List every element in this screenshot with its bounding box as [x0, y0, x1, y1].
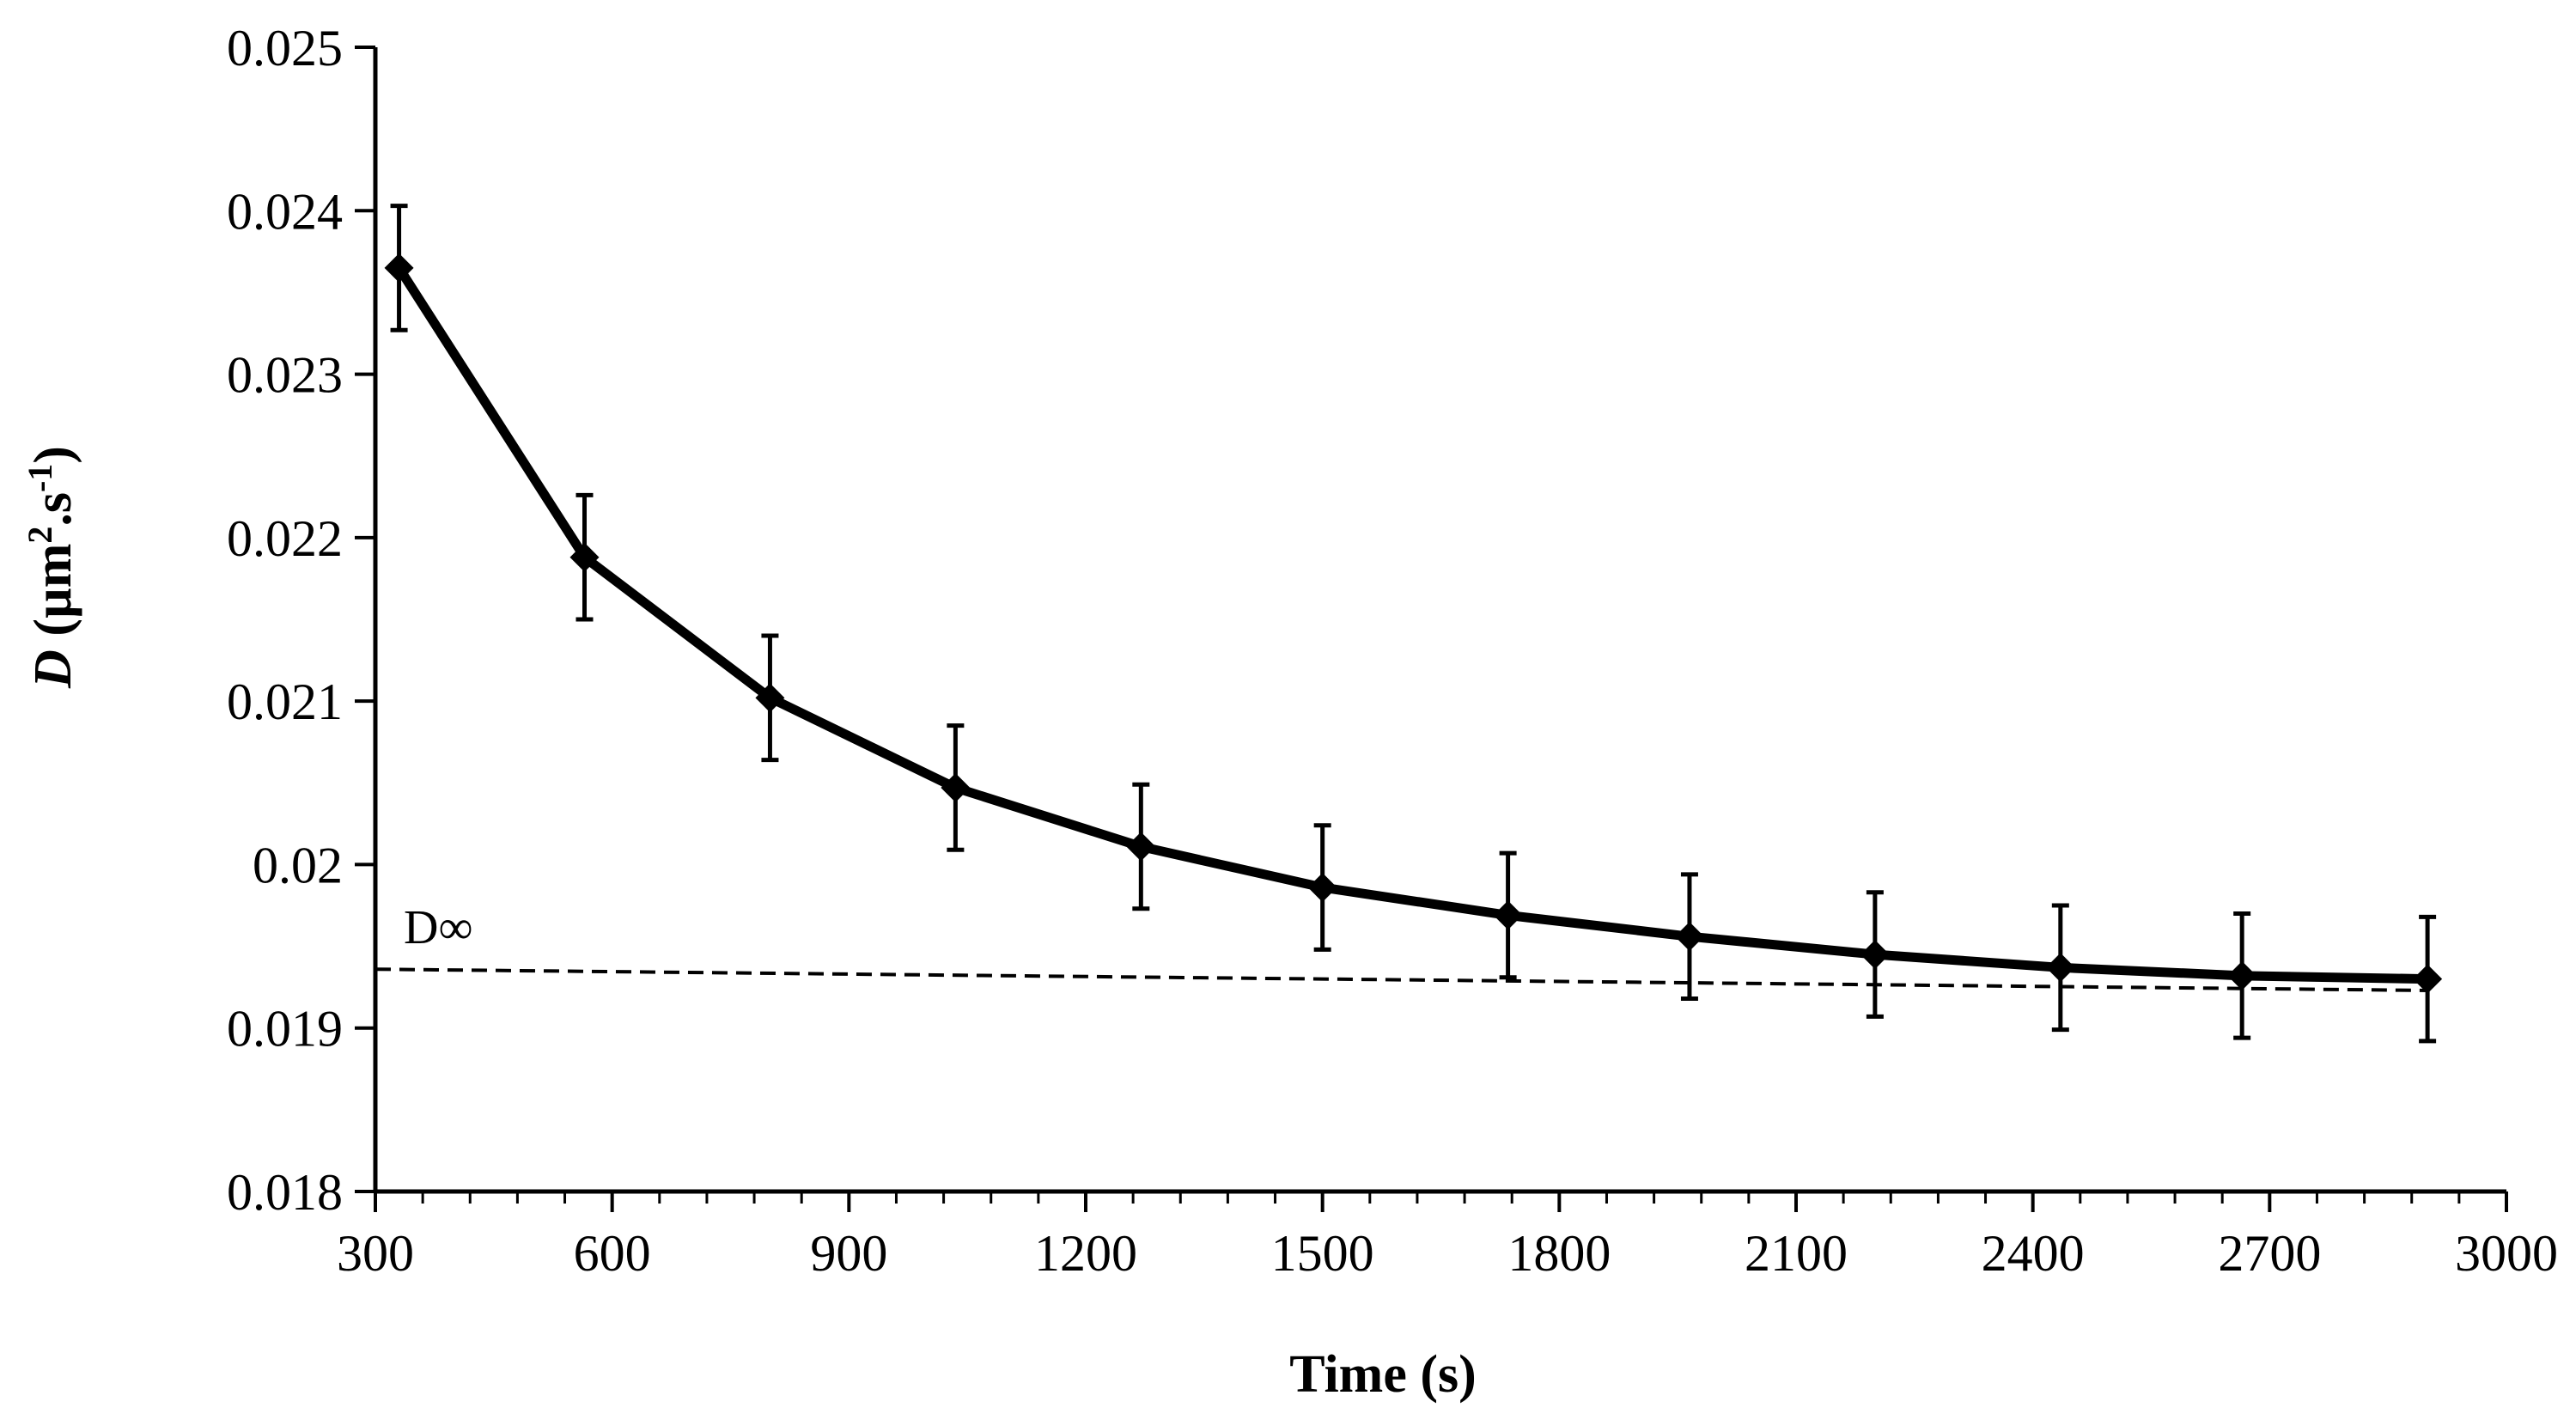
series-group: [384, 204, 2443, 1044]
data-point-marker: [569, 542, 600, 572]
x-tick-label: 2100: [1745, 1225, 1848, 1282]
axes: [373, 47, 2506, 1194]
y-axis-symbol: D: [24, 649, 82, 689]
d-infinity-reference: [375, 967, 2428, 992]
data-point-marker: [1860, 940, 1890, 970]
x-tick-label: 2400: [1982, 1225, 2085, 1282]
data-point-marker: [2227, 960, 2257, 990]
y-axis-ticks: 0.018 0.019 0.02 0.021 0.022 0.023 0.024 0.025: [227, 20, 375, 1221]
y-tick-label: 0.02: [253, 837, 343, 893]
data-point-marker: [2045, 953, 2075, 983]
x-tick-label: 1200: [1034, 1225, 1137, 1282]
y-axis-unit-mid: .s: [24, 492, 82, 527]
series-line: [394, 263, 2433, 984]
y-axis-title: D (µm2.s-1): [21, 446, 83, 689]
data-point-marker: [1307, 873, 1337, 903]
x-tick-label: 900: [810, 1225, 887, 1282]
x-tick-label: 300: [337, 1225, 414, 1282]
data-point-marker: [384, 253, 414, 283]
y-axis-unit-open: (µm: [24, 544, 82, 650]
y-axis-unit-sup2: -1: [21, 464, 59, 492]
data-point-marker: [1126, 832, 1156, 862]
y-tick-label: 0.024: [227, 183, 343, 240]
x-axis-title: Time (s): [1289, 1345, 1477, 1404]
d-infinity-label: D∞: [404, 901, 472, 954]
x-tick-label: 3000: [2455, 1225, 2558, 1282]
y-tick-label: 0.025: [227, 20, 343, 76]
y-tick-label: 0.019: [227, 1001, 343, 1057]
x-tick-label: 2700: [2218, 1225, 2321, 1282]
x-axis-ticks: 300 600 900 1200 1500 1800 2100 2400 2700 3000: [337, 1191, 2558, 1282]
data-point-marker: [1674, 922, 1704, 952]
x-tick-label: 1500: [1271, 1225, 1374, 1282]
y-tick-label: 0.018: [227, 1164, 343, 1221]
data-point-marker: [2413, 964, 2443, 994]
y-tick-label: 0.021: [227, 673, 343, 730]
data-point-marker: [941, 772, 971, 802]
d-infinity-dashed-line: [375, 967, 2428, 992]
x-tick-label: 600: [574, 1225, 651, 1282]
y-axis-unit-close: ): [24, 446, 82, 464]
y-tick-label: 0.023: [227, 347, 343, 404]
x-tick-label: 1800: [1507, 1225, 1611, 1282]
y-tick-label: 0.022: [227, 510, 343, 567]
y-axis-unit-sup1: 2: [21, 527, 59, 544]
data-point-marker: [1493, 900, 1523, 930]
data-point-marker: [755, 683, 785, 713]
